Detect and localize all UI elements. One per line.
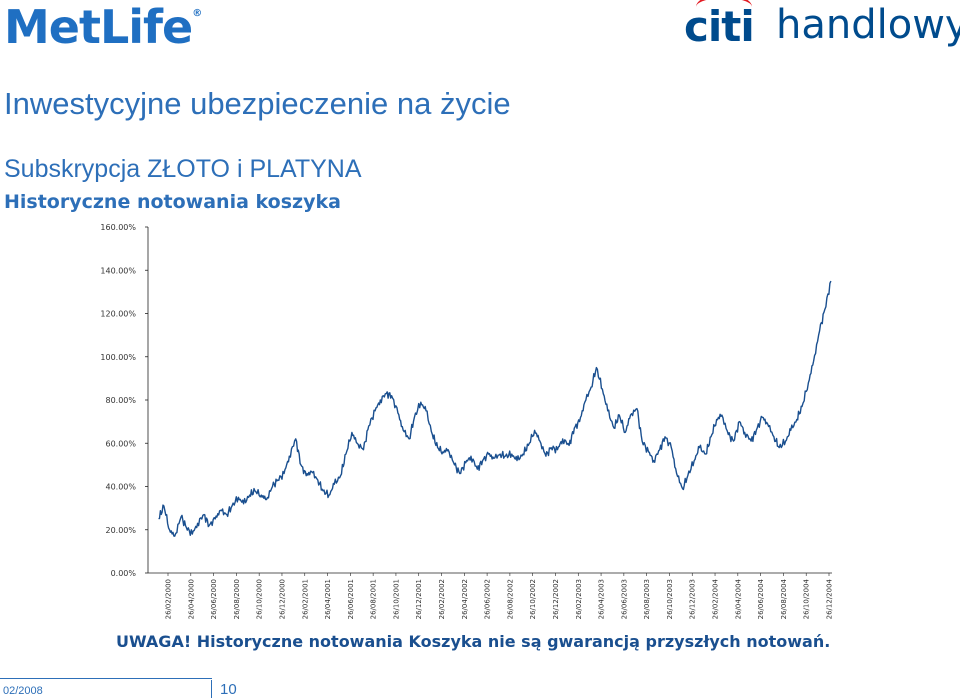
metlife-logo: MetLife® <box>4 0 202 54</box>
y-tick-label: 60.00% <box>105 439 136 448</box>
x-tick-label: 26/06/2003 <box>620 579 628 619</box>
x-tick-label: 26/08/2004 <box>780 578 788 619</box>
x-tick-label: 26/02/2002 <box>438 579 446 619</box>
disclaimer-text: UWAGA! Historyczne notowania Koszyka nie… <box>116 632 831 651</box>
x-tick-label: 26/04/2004 <box>734 578 742 619</box>
x-tick-label: 26/08/2003 <box>643 579 651 619</box>
x-tick-label: 26/02/2001 <box>301 579 309 619</box>
y-tick-label: 40.00% <box>105 483 136 492</box>
x-tick-label: 26/12/2001 <box>415 579 423 619</box>
x-tick-label: 26/04/2000 <box>187 579 195 619</box>
x-tick-label: 26/10/2000 <box>256 579 264 619</box>
x-tick-label: 26/10/2002 <box>529 579 537 619</box>
page-number: 10 <box>220 681 237 698</box>
x-tick-label: 26/10/2003 <box>666 579 674 619</box>
x-tick-label: 26/12/2002 <box>552 579 560 619</box>
x-tick-label: 26/06/2004 <box>757 578 765 619</box>
citi-word: citi <box>684 2 755 51</box>
y-tick-label: 20.00% <box>105 526 136 535</box>
y-tick-label: 120.00% <box>100 310 136 319</box>
x-tick-label: 26/02/2004 <box>712 578 720 619</box>
y-tick-label: 0.00% <box>111 569 137 578</box>
y-tick-label: 100.00% <box>100 353 136 362</box>
citi-handlowy-logo: citi handlowy <box>684 0 960 56</box>
footer-divider <box>0 678 212 679</box>
x-tick-label: 26/08/2000 <box>233 579 241 619</box>
series-line <box>158 280 832 537</box>
page-title: Inwestycyjne ubezpieczenie na życie <box>4 86 511 121</box>
x-tick-label: 26/12/2004 <box>826 578 834 619</box>
x-tick-label: 26/04/2002 <box>461 579 469 619</box>
x-tick-label: 26/10/2004 <box>803 578 811 619</box>
x-tick-label: 26/08/2001 <box>370 579 378 619</box>
x-tick-label: 26/04/2001 <box>324 579 332 619</box>
x-tick-label: 26/08/2002 <box>506 579 514 619</box>
y-tick-label: 140.00% <box>100 266 136 275</box>
footer-date: 02/2008 <box>3 685 43 697</box>
y-tick-label: 80.00% <box>105 396 136 405</box>
x-tick-label: 26/06/2001 <box>347 579 355 619</box>
y-tick-label: 160.00% <box>100 223 136 232</box>
x-tick-label: 26/02/2003 <box>575 579 583 619</box>
x-tick-label: 26/04/2003 <box>598 579 606 619</box>
footer-separator <box>211 680 212 698</box>
x-tick-label: 26/10/2001 <box>392 579 400 619</box>
page-subtitle: Subskrypcja ZŁOTO i PLATYNA <box>4 155 362 183</box>
x-tick-label: 26/12/2003 <box>689 579 697 619</box>
chart-heading: Historyczne notowania koszyka <box>4 191 341 213</box>
x-tick-label: 26/06/2000 <box>210 579 218 619</box>
handlowy-word: handlowy <box>776 2 960 48</box>
x-tick-label: 26/02/2000 <box>165 579 173 619</box>
x-tick-label: 26/12/2000 <box>278 579 286 619</box>
x-tick-label: 26/06/2002 <box>484 579 492 619</box>
